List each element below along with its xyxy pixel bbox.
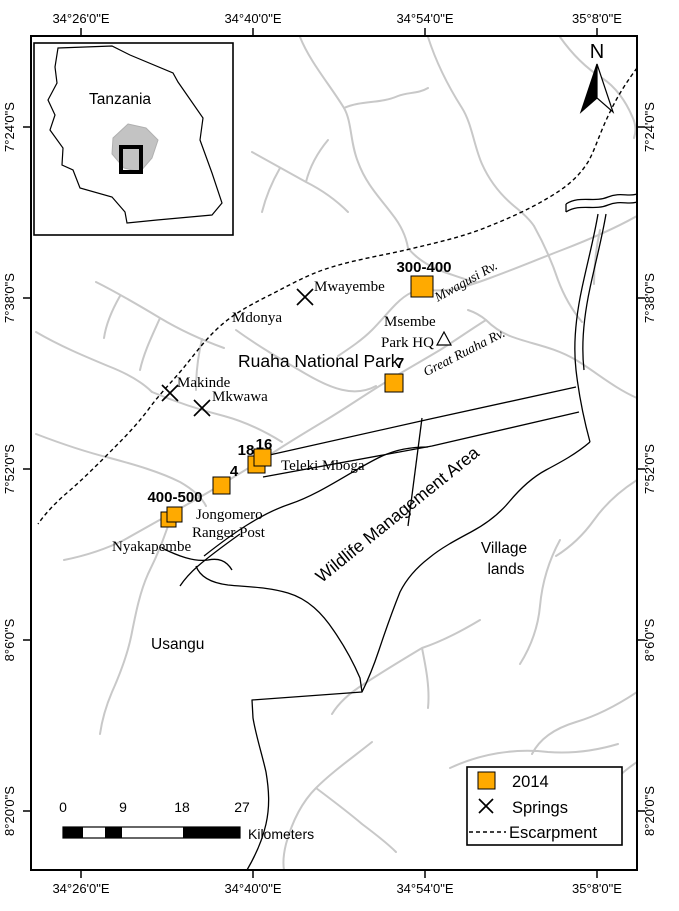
- legend-springs-label: Springs: [512, 799, 568, 817]
- sighting-square-nyakapembe-front: [166, 506, 183, 523]
- axis-label-bottom-1: 34°26'0"E: [52, 881, 109, 896]
- axis-label-right-5: 8°20'0"S: [642, 786, 657, 836]
- escarpment-line: [37, 67, 637, 525]
- axis-bottom: 34°26'0"E 34°40'0"E 34°54'0"E 35°8'0"E: [52, 870, 622, 896]
- label-usangu: Usangu: [151, 636, 204, 653]
- label-jongomero-line2: Ranger Post: [192, 525, 266, 541]
- legend: 2014 Springs Escarpment: [466, 766, 623, 846]
- study-area-box: [119, 145, 143, 174]
- scale-bar-segment: [105, 827, 122, 838]
- axis-label-bottom-3: 34°54'0"E: [396, 881, 453, 896]
- scale-bar-segment: [183, 827, 240, 838]
- axis-label-left-4: 8°6'0"S: [2, 618, 17, 661]
- count-teleki-b: 16: [256, 436, 273, 453]
- label-jongomero-line1: Jongomero: [196, 507, 263, 523]
- springs-markers: [161, 288, 314, 417]
- count-msembe: 7: [396, 355, 404, 372]
- inset-map-tanzania: Tanzania: [33, 42, 234, 236]
- axis-label-left-1: 7°24'0"S: [2, 102, 17, 152]
- spring-marker-mwayembe: [296, 288, 314, 306]
- axis-label-bottom-4: 35°8'0"E: [572, 881, 622, 896]
- spring-marker-mkwawa: [193, 399, 211, 417]
- axis-label-right-4: 8°6'0"S: [642, 618, 657, 661]
- wma-corridor-line: [255, 386, 577, 459]
- scale-tick-18: 18: [174, 799, 190, 815]
- axis-label-right-3: 7°52'0"S: [642, 444, 657, 494]
- count-mwagusi: 300-400: [396, 259, 451, 276]
- label-mdonya: Mdonya: [232, 310, 282, 326]
- axis-top: 34°26'0"E 34°40'0"E 34°54'0"E 35°8'0"E: [52, 11, 622, 36]
- protected-area-boundaries: [161, 193, 637, 870]
- legend-springs-x-icon: [478, 798, 494, 814]
- north-arrow: N: [579, 41, 615, 114]
- scale-bar-segment: [63, 827, 83, 838]
- legend-2014-square-icon: [477, 771, 496, 790]
- axis-label-right-1: 7°24'0"S: [642, 102, 657, 152]
- place-labels: Mwayembe Mdonya Msembe Park HQ Makinde M…: [112, 279, 436, 555]
- sighting-markers-2014: [160, 275, 434, 528]
- axis-label-bottom-2: 34°40'0"E: [224, 881, 281, 896]
- axis-left: 7°24'0"S 7°38'0"S 7°52'0"S 8°6'0"S 8°20'…: [2, 102, 31, 836]
- label-makinde: Makinde: [177, 375, 231, 391]
- label-ruaha-national-park: Ruaha National Park: [238, 351, 400, 371]
- axis-label-top-4: 35°8'0"E: [572, 11, 622, 26]
- axis-label-top-2: 34°40'0"E: [224, 11, 281, 26]
- count-nyakapembe: 400-500: [147, 489, 202, 506]
- count-jongomero: 4: [230, 463, 239, 480]
- north-arrow-label: N: [590, 41, 604, 63]
- scale-tick-9: 9: [119, 799, 127, 815]
- label-village-line1: Village: [481, 540, 527, 557]
- axis-label-left-5: 8°20'0"S: [2, 786, 17, 836]
- label-msembe-line2: Park HQ: [381, 335, 434, 351]
- label-msembe-line1: Msembe: [384, 314, 436, 330]
- sighting-count-labels: 300-400 7 18 16 4 400-500: [147, 259, 451, 506]
- inset-country-label: Tanzania: [89, 91, 151, 108]
- legend-escarpment-label: Escarpment: [509, 824, 597, 842]
- label-nyakapembe: Nyakapembe: [112, 539, 191, 555]
- label-mwayembe: Mwayembe: [314, 279, 385, 295]
- park-south-boundary: [195, 565, 363, 693]
- axis-label-left-3: 7°52'0"S: [2, 444, 17, 494]
- count-teleki-a: 18: [238, 442, 255, 459]
- axis-right: 7°24'0"S 7°38'0"S 7°52'0"S 8°6'0"S 8°20'…: [637, 102, 657, 836]
- sighting-square-jongomero: [212, 476, 231, 495]
- scale-unit-label: Kilometers: [248, 826, 314, 842]
- axis-label-right-2: 7°38'0"S: [642, 273, 657, 323]
- wma-corridor-line: [262, 411, 580, 478]
- scale-tick-0: 0: [59, 799, 67, 815]
- river-network: [35, 36, 637, 870]
- axis-label-top-3: 34°54'0"E: [396, 11, 453, 26]
- axis-label-left-2: 7°38'0"S: [2, 273, 17, 323]
- label-mkwawa: Mkwawa: [212, 389, 268, 405]
- scale-tick-27: 27: [234, 799, 250, 815]
- sighting-square-mwagusi: [410, 275, 434, 298]
- sighting-square-msembe: [384, 373, 404, 393]
- sighting-square-teleki-front: [253, 448, 272, 467]
- label-village-line2: lands: [487, 561, 524, 578]
- scale-bar: 0 9 18 27 Kilometers: [59, 799, 314, 842]
- label-teleki-mboga: Teleki Mboga: [281, 458, 365, 474]
- village-lands-boundary: [246, 441, 591, 870]
- spring-marker-makinde: [161, 384, 179, 402]
- msembe-hq-triangle-marker: [435, 330, 453, 346]
- legend-2014-label: 2014: [512, 773, 549, 791]
- map-frame-border: [30, 35, 638, 871]
- north-arrow-right-half: [596, 63, 615, 114]
- axis-label-top-1: 34°26'0"E: [52, 11, 109, 26]
